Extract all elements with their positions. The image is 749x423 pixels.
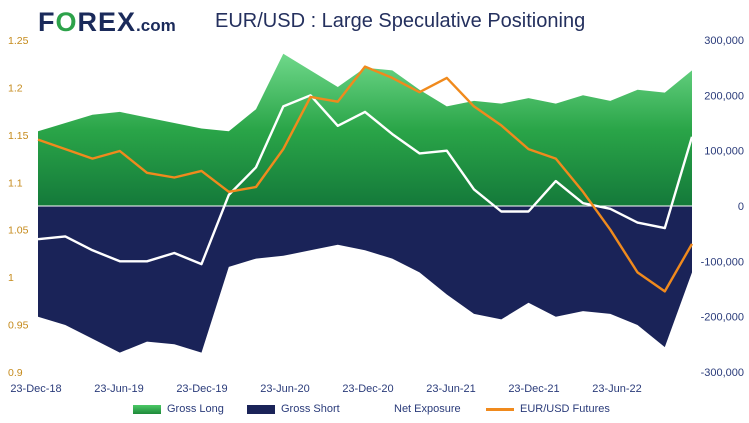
legend-eurusd-label: EUR/USD Futures [520,403,610,415]
legend-gross-short-label: Gross Short [281,403,340,415]
logo-letters-rex: REX [77,7,137,37]
x-tick-label: 23-Jun-20 [260,383,310,395]
y-right-tick-label: -300,000 [701,367,744,379]
x-tick-label: 23-Dec-20 [342,383,393,395]
legend-gross-short: Gross Short [247,403,340,415]
y-right-tick-label: -100,000 [701,256,744,268]
y-left-tick-label: 1.2 [8,82,23,94]
legend-gross-short-swatch [247,404,275,414]
x-tick-label: 23-Jun-19 [94,383,144,395]
y-left-tick-label: 1.05 [8,225,29,237]
legend-net-exposure-swatch [360,407,388,411]
x-tick-label: 23-Dec-19 [176,383,227,395]
y-left-tick-label: 1.25 [8,35,29,47]
forex-logo: FOREX.com [38,7,176,38]
net-exposure-line [37,94,694,266]
gross-short-area [38,206,692,353]
y-right-tick-label: 100,000 [704,146,744,158]
logo-domain: .com [136,16,176,35]
y-left-tick-label: 1.15 [8,130,29,142]
y-right-tick-label: 200,000 [704,90,744,102]
legend-eurusd: EUR/USD Futures [486,403,610,415]
legend-net-exposure-label: Net Exposure [394,403,461,415]
x-tick-label: 23-Jun-21 [426,383,476,395]
chart-legend: Gross Long Gross Short Net Exposure EUR/… [0,403,749,419]
x-tick-label: 23-Dec-18 [10,383,61,395]
logo-letter-o: O [55,7,78,37]
y-right-tick-label: 300,000 [704,35,744,47]
y-right-tick-label: 0 [738,201,744,213]
x-tick-label: 23-Dec-21 [508,383,559,395]
x-tick-label: 23-Jun-22 [592,383,642,395]
eurusd-futures-line [37,65,694,293]
gross-long-area [38,53,692,206]
legend-eurusd-swatch [486,407,514,411]
legend-gross-long: Gross Long [133,403,224,415]
y-left-tick-label: 0.95 [8,320,29,332]
logo-letter-f: F [38,7,56,37]
legend-net-exposure: Net Exposure [360,403,461,415]
chart-title: EUR/USD : Large Speculative Positioning [215,10,586,32]
legend-gross-long-label: Gross Long [167,403,224,415]
legend-gross-long-swatch [133,404,161,414]
y-left-tick-label: 1.1 [8,177,23,189]
y-right-tick-label: -200,000 [701,312,744,324]
y-left-tick-label: 0.9 [8,367,23,379]
y-left-tick-label: 1 [8,272,14,284]
